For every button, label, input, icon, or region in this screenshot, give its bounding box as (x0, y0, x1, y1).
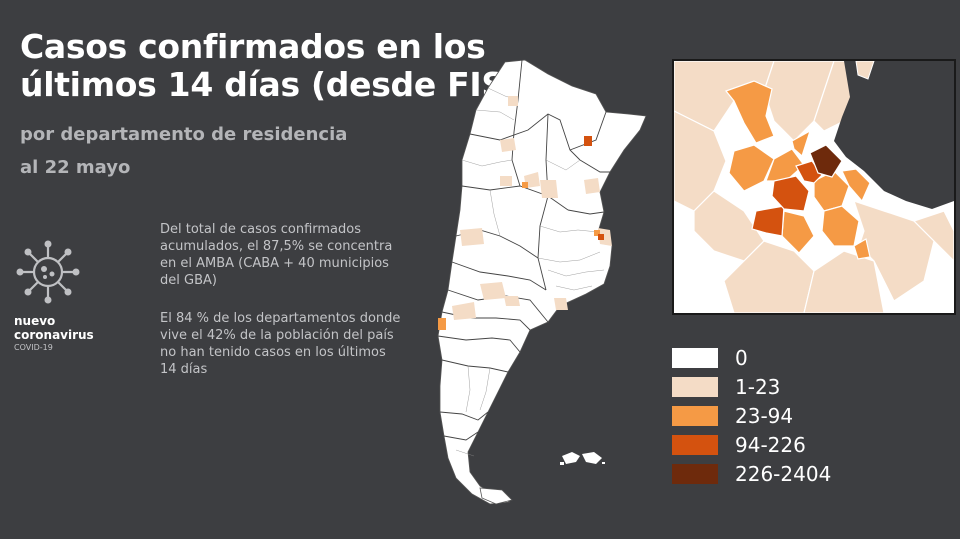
legend-swatch (672, 434, 718, 455)
tierra-del-fuego (479, 487, 513, 505)
legend-item: 94-226 (672, 430, 831, 459)
note-departments: El 84 % de los departamentos donde vive … (160, 311, 401, 377)
legend-swatch (672, 463, 718, 484)
legend-item: 23-94 (672, 401, 831, 430)
amba-inset-map (672, 59, 956, 315)
virus-icon (16, 240, 80, 304)
subtitle-line-2: al 22 mayo (20, 157, 131, 178)
shaded-departments (438, 96, 612, 330)
map-subtitle: por departamento de residencia al 22 may… (20, 118, 347, 184)
argentina-map (437, 59, 647, 505)
legend-label: 23-94 (735, 403, 794, 428)
brand-text-covid: COVID-19 (14, 343, 53, 352)
note-amba: Del total de casos confirmados acumulado… (160, 222, 393, 288)
malvinas-islands (560, 452, 605, 465)
legend-item: 226-2404 (672, 459, 831, 488)
brand-text-coronavirus: coronavirus (14, 328, 94, 342)
legend-label: 0 (735, 345, 748, 370)
province-borders (437, 59, 610, 441)
brand-text-nuevo: nuevo (14, 314, 56, 328)
legend-swatch (672, 376, 718, 397)
subtitle-line-1: por departamento de residencia (20, 124, 348, 145)
legend-item: 1-23 (672, 372, 831, 401)
brand-block: nuevo coronavirus COVID-19 (14, 236, 124, 354)
map-legend: 0 1-23 23-94 94-226 226-2404 (672, 343, 831, 488)
legend-swatch (672, 405, 718, 426)
map-title: Casos confirmados en los últimos 14 días… (20, 27, 520, 104)
legend-item: 0 (672, 343, 831, 372)
legend-swatch (672, 347, 718, 368)
title-line-2: últimos 14 días (desde FIS) (20, 65, 520, 104)
title-line-1: Casos confirmados en los (20, 27, 486, 66)
legend-label: 1-23 (735, 374, 781, 399)
legend-label: 94-226 (735, 432, 806, 457)
legend-label: 226-2404 (735, 461, 832, 486)
